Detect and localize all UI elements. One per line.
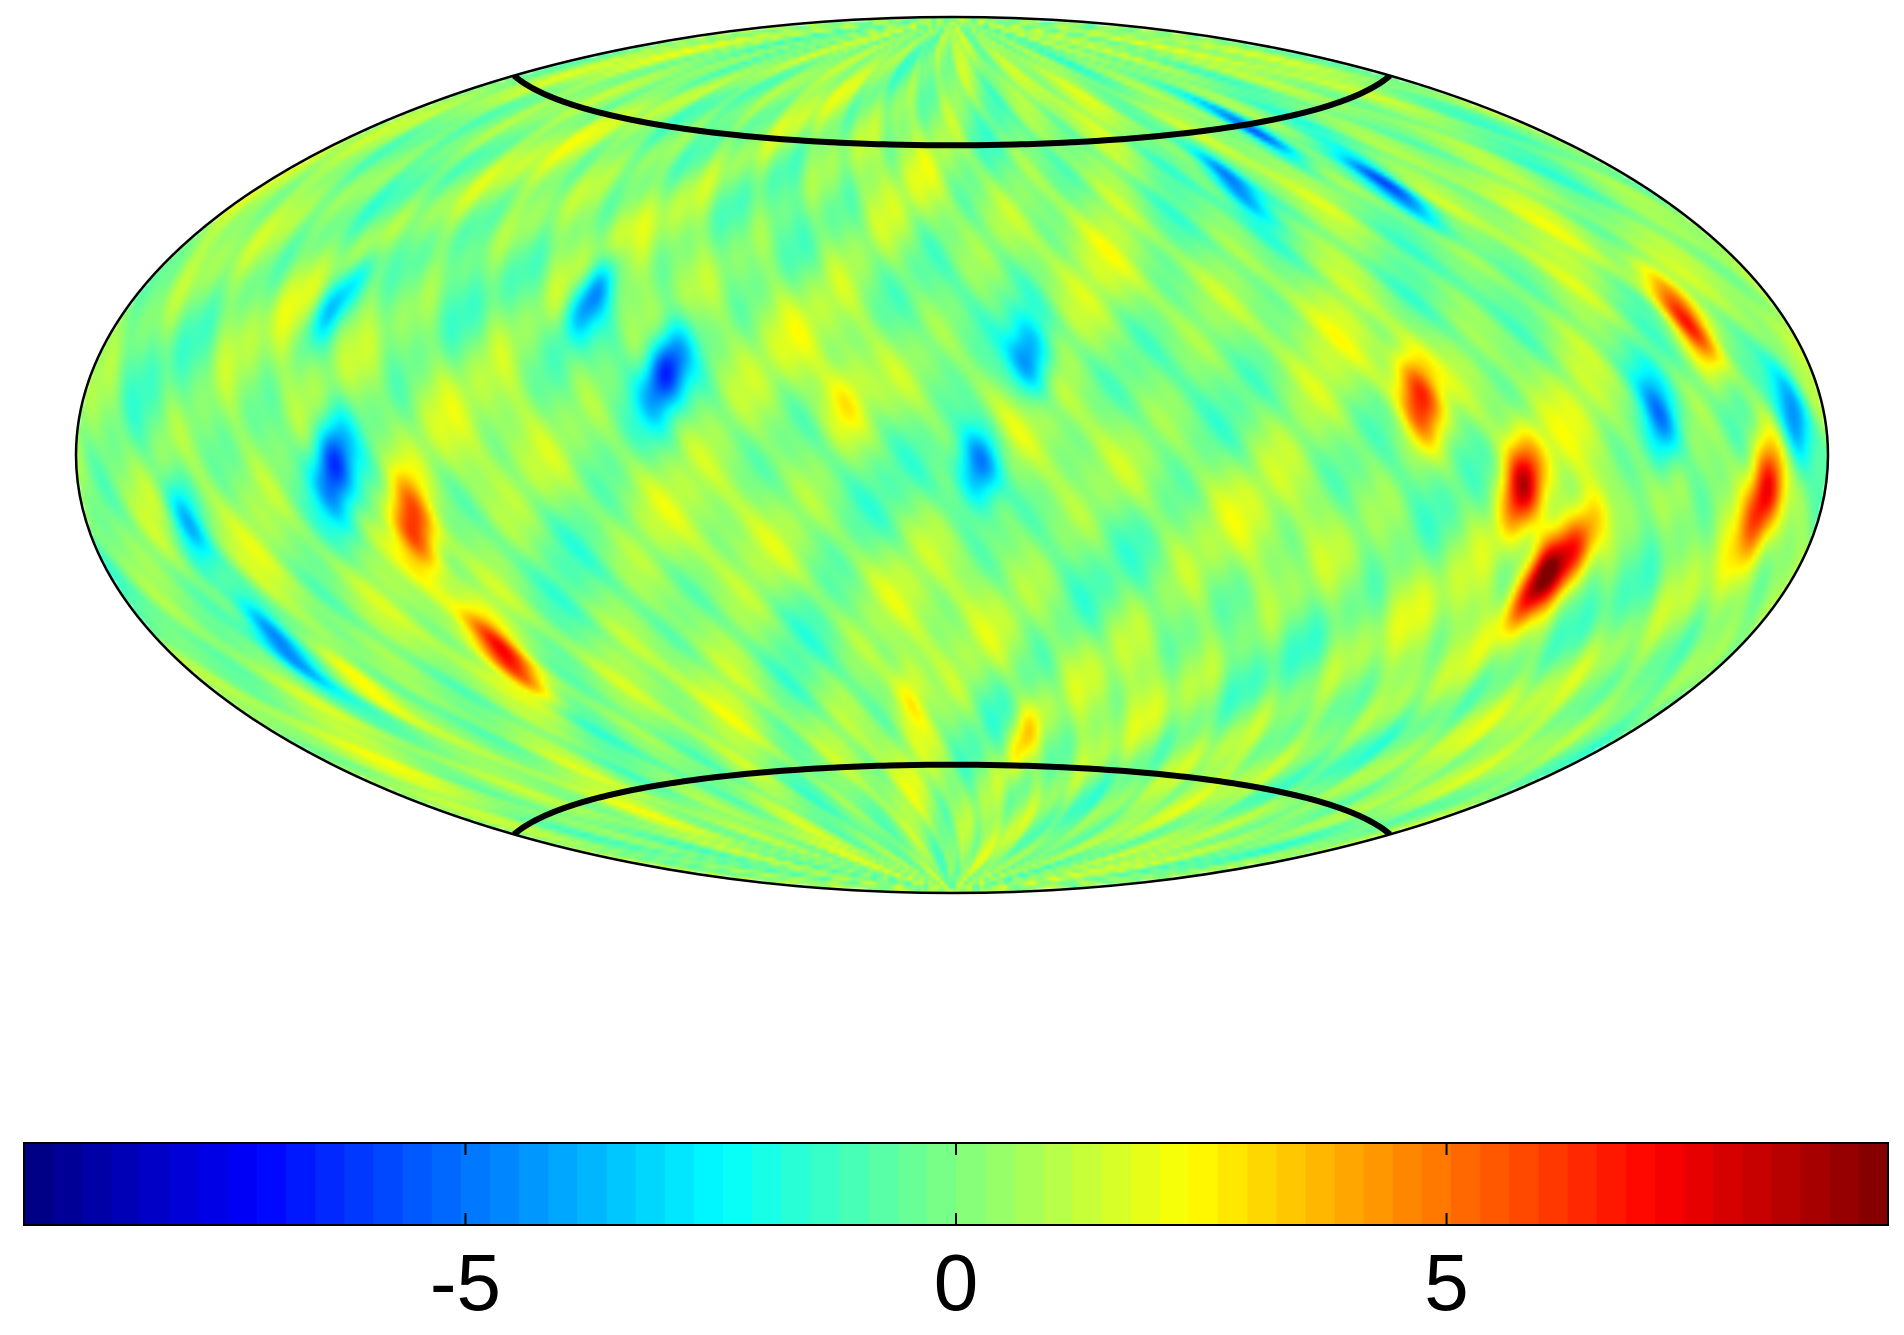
colorbar: -5 0 5 <box>23 1142 1889 1327</box>
colorbar-cell <box>1072 1143 1103 1225</box>
colorbar-cell <box>1363 1143 1394 1225</box>
colorbar-cell <box>926 1143 957 1225</box>
colorbar-cell <box>519 1143 549 1225</box>
colorbar-cell <box>1451 1143 1481 1225</box>
overlay-group <box>512 73 1392 837</box>
colorbar-cell <box>1538 1143 1569 1225</box>
colorbar-cell <box>781 1143 811 1225</box>
colorbar-cell <box>82 1143 112 1225</box>
colorbar-cell <box>752 1143 782 1225</box>
colorbar-cell <box>1159 1143 1190 1225</box>
colorbar-cell <box>956 1143 986 1225</box>
colorbar-cell <box>1043 1143 1074 1225</box>
colorbar-cell <box>140 1143 171 1225</box>
colorbar-cell <box>1800 1143 1831 1225</box>
colorbar-cells <box>24 1143 1889 1225</box>
colorbar-tick-label: 5 <box>1424 1238 1469 1327</box>
colorbar-cell <box>53 1143 83 1225</box>
colorbar-cell <box>1218 1143 1248 1225</box>
colorbar-cell <box>664 1143 695 1225</box>
colorbar-cell <box>490 1143 520 1225</box>
colorbar-cell <box>460 1143 491 1225</box>
colorbar-cell <box>1101 1143 1132 1225</box>
colorbar-cell <box>635 1143 666 1225</box>
colorbar-cell <box>111 1143 142 1225</box>
colorbar-cell <box>1655 1143 1685 1225</box>
colorbar-cell <box>257 1143 287 1225</box>
colorbar-cell <box>1858 1143 1889 1225</box>
colorbar-cell <box>227 1143 258 1225</box>
colorbar-tick-label: -5 <box>430 1238 501 1327</box>
colorbar-cell <box>723 1143 753 1225</box>
colorbar-cell <box>169 1143 200 1225</box>
map-outline <box>74 15 1830 895</box>
map-panel <box>74 15 1830 895</box>
colorbar-cell <box>985 1143 1015 1225</box>
colorbar-cell <box>1247 1143 1277 1225</box>
colorbar-cell <box>1305 1143 1336 1225</box>
latitude-circle-south <box>512 761 1392 837</box>
colorbar-cell <box>1771 1143 1802 1225</box>
colorbar-cell <box>1334 1143 1365 1225</box>
colorbar-cell <box>1189 1143 1219 1225</box>
colorbar-cell <box>577 1143 608 1225</box>
colorbar-cell <box>315 1143 345 1225</box>
colorbar-cell <box>839 1143 870 1225</box>
colorbar-cell <box>1829 1143 1860 1225</box>
colorbar-cell <box>431 1143 462 1225</box>
colorbar-cell <box>868 1143 899 1225</box>
colorbar-cell <box>1130 1143 1161 1225</box>
latitude-circle-north <box>512 73 1392 149</box>
colorbar-cell <box>24 1143 54 1225</box>
heatmap-image <box>76 17 1828 893</box>
colorbar-cell <box>198 1143 229 1225</box>
colorbar-cell <box>1567 1143 1598 1225</box>
colorbar-cell <box>373 1143 404 1225</box>
colorbar-cell <box>810 1143 841 1225</box>
colorbar-cell <box>1684 1143 1714 1225</box>
colorbar-cell <box>1014 1143 1044 1225</box>
colorbar-cell <box>1596 1143 1627 1225</box>
colorbar-cell <box>548 1143 578 1225</box>
colorbar-cell <box>402 1143 433 1225</box>
colorbar-ticks: -5 0 5 <box>430 1143 1469 1327</box>
colorbar-tick-label: 0 <box>934 1238 979 1327</box>
colorbar-cell <box>1509 1143 1540 1225</box>
colorbar-cell <box>1422 1143 1452 1225</box>
colorbar-cell <box>897 1143 928 1225</box>
colorbar-cell <box>1480 1143 1510 1225</box>
colorbar-cell <box>693 1143 724 1225</box>
colorbar-cell <box>286 1143 316 1225</box>
colorbar-cell <box>1625 1143 1656 1225</box>
colorbar-cell <box>1392 1143 1423 1225</box>
colorbar-cell <box>606 1143 637 1225</box>
colorbar-cell <box>1742 1143 1773 1225</box>
colorbar-cell <box>344 1143 375 1225</box>
colorbar-cell <box>1276 1143 1307 1225</box>
colorbar-cell <box>1713 1143 1743 1225</box>
